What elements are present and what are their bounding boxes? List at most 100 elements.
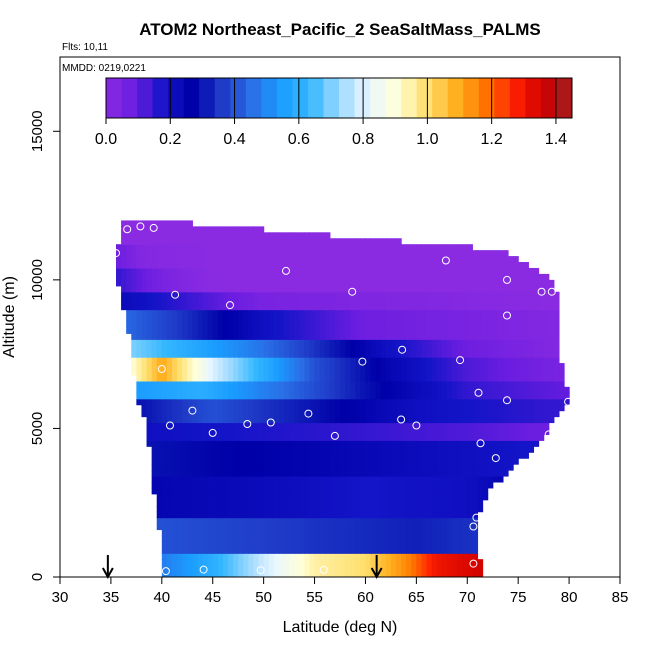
- heatmap-cell: [182, 238, 188, 245]
- heatmap-cell: [462, 565, 468, 572]
- heatmap-cell: [360, 374, 367, 382]
- heatmap-cell: [304, 452, 311, 459]
- heatmap-cell: [228, 398, 234, 406]
- heatmap-cell: [284, 309, 290, 317]
- heatmap-cell: [350, 297, 356, 305]
- heatmap-cell: [156, 297, 163, 305]
- heatmap-cell: [197, 511, 204, 519]
- heatmap-cell: [380, 238, 387, 245]
- heatmap-cell: [151, 464, 158, 471]
- heatmap-cell: [197, 505, 204, 513]
- heatmap-cell: [370, 481, 377, 489]
- heatmap-cell: [243, 339, 249, 346]
- heatmap-cell: [355, 499, 361, 507]
- heatmap-cell: [187, 226, 193, 233]
- heatmap-cell: [472, 499, 479, 507]
- heatmap-cell: [370, 434, 377, 441]
- heatmap-cell: [136, 250, 143, 257]
- heatmap-cell: [497, 345, 504, 352]
- heatmap-cell: [299, 392, 305, 400]
- heatmap-cell: [329, 481, 336, 489]
- heatmap-cell: [482, 327, 489, 334]
- heatmap-cell: [426, 475, 433, 483]
- heatmap-cell: [416, 428, 423, 435]
- heatmap-cell: [284, 553, 290, 560]
- heatmap-cell: [258, 410, 265, 418]
- heatmap-cell: [243, 363, 249, 370]
- heatmap-cell: [482, 422, 489, 430]
- heatmap-cell: [141, 309, 148, 317]
- heatmap-cell: [431, 458, 438, 465]
- heatmap-cell: [268, 351, 275, 358]
- heatmap-cell: [502, 357, 509, 364]
- heatmap-cell: [248, 505, 255, 513]
- heatmap-cell: [238, 475, 244, 483]
- heatmap-cell: [248, 357, 255, 364]
- heatmap-cell: [324, 262, 331, 269]
- heatmap-cell: [273, 339, 280, 346]
- heatmap-cell: [151, 250, 158, 257]
- heatmap-cell: [172, 458, 178, 465]
- heatmap-cell: [161, 517, 168, 525]
- heatmap-cell: [533, 404, 540, 412]
- heatmap-cell: [284, 392, 290, 400]
- heatmap-cell: [416, 422, 423, 430]
- heatmap-cell: [426, 410, 433, 418]
- heatmap-cell: [472, 523, 479, 531]
- heatmap-cell: [126, 279, 132, 287]
- heatmap-cell: [421, 345, 428, 352]
- heatmap-cell: [228, 434, 234, 441]
- heatmap-cell: [365, 238, 372, 245]
- heatmap-cell: [492, 345, 499, 352]
- heatmap-cell: [172, 363, 178, 370]
- heatmap-cell: [375, 410, 382, 418]
- heatmap-cell: [345, 464, 351, 471]
- heatmap-cell: [340, 434, 346, 441]
- heatmap-cell: [452, 267, 458, 275]
- x-tick-label: 60: [357, 589, 374, 606]
- heatmap-cell: [462, 440, 468, 447]
- heatmap-cell: [385, 333, 392, 340]
- heatmap-cell: [426, 481, 433, 489]
- heatmap-cell: [187, 386, 193, 394]
- heatmap-cell: [141, 303, 148, 311]
- heatmap-cell: [375, 458, 382, 465]
- heatmap-cell: [385, 285, 392, 293]
- heatmap-cell: [197, 452, 204, 459]
- heatmap-cell: [452, 493, 458, 501]
- heatmap-cell: [278, 559, 285, 566]
- heatmap-cell: [207, 333, 214, 340]
- sample-point: [491, 454, 500, 463]
- heatmap-cell: [411, 327, 417, 334]
- heatmap-cell: [319, 297, 326, 305]
- heatmap-cell: [477, 250, 484, 257]
- heatmap-cell: [299, 559, 305, 566]
- heatmap-cell: [116, 250, 122, 257]
- heatmap-cell: [457, 434, 463, 441]
- heatmap-cell: [217, 250, 224, 257]
- heatmap-cell: [309, 517, 316, 525]
- heatmap-cell: [156, 475, 163, 483]
- heatmap-cell: [233, 244, 239, 251]
- heatmap-cell: [289, 410, 295, 418]
- heatmap-cell: [492, 363, 499, 370]
- heatmap-cell: [426, 505, 433, 513]
- heatmap-cell: [187, 517, 193, 525]
- heatmap-cell: [212, 279, 219, 287]
- heatmap-cell: [472, 464, 479, 471]
- heatmap-cell: [482, 357, 489, 364]
- heatmap-cell: [177, 386, 183, 394]
- heatmap-cell: [212, 446, 219, 453]
- heatmap-cell: [406, 428, 412, 435]
- heatmap-cell: [543, 327, 550, 334]
- heatmap-cell: [406, 535, 412, 542]
- heatmap-cell: [309, 475, 316, 483]
- heatmap-cell: [212, 517, 219, 525]
- heatmap-cell: [421, 535, 428, 542]
- heatmap-cell: [340, 369, 346, 376]
- heatmap-cell: [380, 309, 387, 317]
- heatmap-cell: [385, 244, 392, 251]
- heatmap-cell: [172, 481, 178, 489]
- heatmap-cell: [477, 565, 484, 572]
- heatmap-cell: [421, 309, 428, 317]
